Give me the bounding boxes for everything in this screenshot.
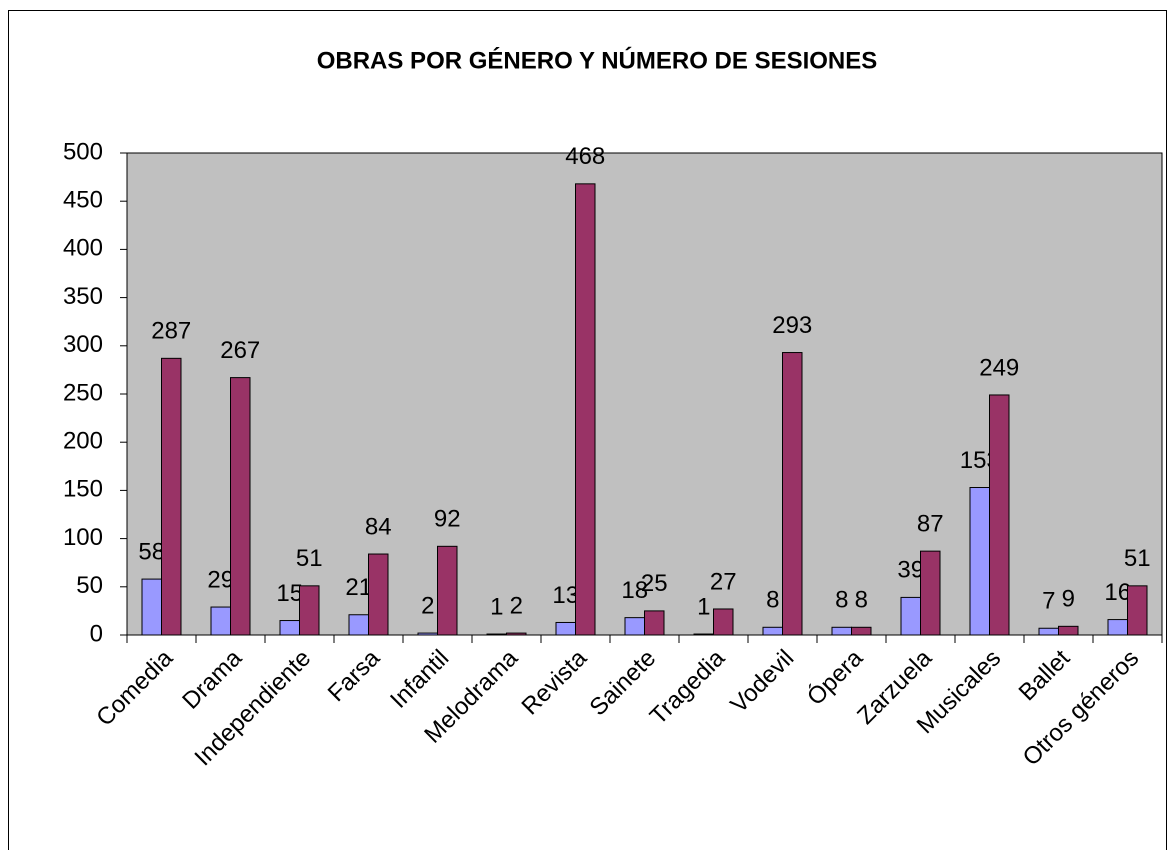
chart-title: OBRAS POR GÉNERO Y NÚMERO DE SESIONES — [317, 46, 878, 74]
bar — [299, 585, 320, 636]
bar — [1107, 619, 1128, 636]
bar — [486, 633, 507, 636]
data-label: 13 — [552, 582, 579, 609]
data-label: 51 — [296, 545, 323, 572]
y-tick-label: 50 — [76, 572, 103, 599]
y-tick-label: 250 — [63, 379, 103, 406]
bar — [161, 357, 182, 636]
bar — [624, 617, 645, 636]
y-tick-label: 0 — [90, 620, 103, 647]
bar — [969, 487, 990, 636]
bar — [1058, 625, 1079, 636]
data-label: 87 — [917, 510, 944, 537]
bar — [900, 596, 921, 636]
bar — [762, 626, 783, 636]
y-tick-label: 150 — [63, 476, 103, 503]
data-label: 1 — [697, 593, 710, 620]
bar — [141, 578, 162, 636]
data-label: 267 — [220, 337, 260, 364]
data-label: 39 — [897, 557, 924, 584]
data-label: 51 — [1124, 545, 1151, 572]
bar — [713, 608, 734, 636]
data-label: 15 — [276, 580, 303, 607]
bar — [437, 545, 458, 636]
bar — [210, 606, 231, 636]
bar — [555, 621, 576, 636]
data-label: 468 — [565, 143, 605, 170]
data-label: 16 — [1104, 579, 1131, 606]
bar — [1038, 627, 1059, 636]
bar — [989, 394, 1010, 636]
data-label: 8 — [835, 587, 848, 614]
data-label: 287 — [151, 318, 191, 345]
data-label: 9 — [1062, 586, 1075, 613]
bar — [279, 620, 300, 636]
data-label: 293 — [772, 312, 812, 339]
data-label: 58 — [138, 538, 165, 565]
y-tick-label: 300 — [63, 331, 103, 358]
bar — [506, 632, 527, 636]
data-label: 27 — [710, 568, 737, 595]
bar — [831, 626, 852, 636]
data-label: 8 — [855, 587, 868, 614]
y-tick-label: 400 — [63, 235, 103, 262]
bar — [417, 632, 438, 636]
bar — [575, 183, 596, 636]
y-tick-label: 200 — [63, 428, 103, 455]
bar — [920, 550, 941, 636]
y-tick-label: 500 — [63, 138, 103, 165]
bar — [782, 352, 803, 636]
data-label: 8 — [766, 587, 779, 614]
y-tick-label: 350 — [63, 283, 103, 310]
data-label: 21 — [345, 574, 372, 601]
bar — [1127, 585, 1148, 636]
data-label: 2 — [510, 592, 523, 619]
data-label: 7 — [1042, 588, 1055, 615]
bar — [348, 614, 369, 636]
data-label: 29 — [207, 566, 234, 593]
y-tick-label: 100 — [63, 524, 103, 551]
bar — [851, 626, 872, 636]
data-label: 92 — [434, 506, 461, 533]
bar — [693, 633, 714, 636]
data-label: 25 — [641, 570, 668, 597]
data-label: 84 — [365, 513, 392, 540]
data-label: 2 — [421, 592, 434, 619]
y-tick-label: 450 — [63, 187, 103, 214]
bar — [230, 377, 251, 636]
data-label: 18 — [621, 577, 648, 604]
bar — [368, 553, 389, 636]
data-label: 1 — [490, 593, 503, 620]
data-label: 249 — [979, 354, 1019, 381]
bar — [644, 610, 665, 636]
